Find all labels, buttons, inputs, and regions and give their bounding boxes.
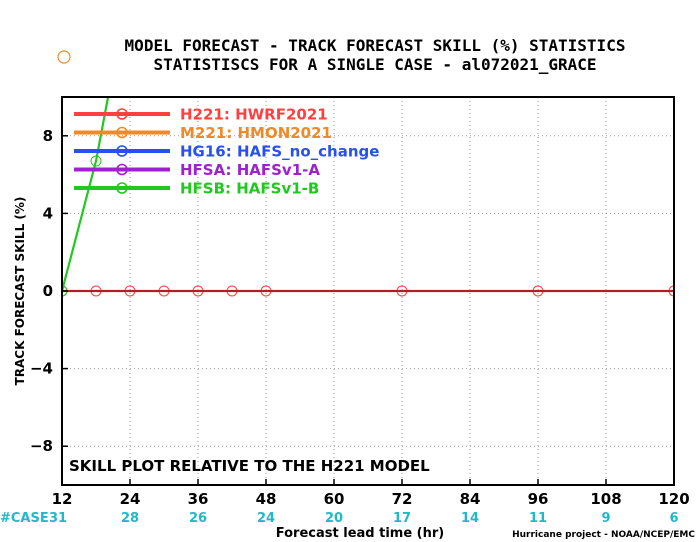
- case-count-value: 28: [121, 511, 139, 526]
- y-axis-label: TRACK FORECAST SKILL (%): [13, 197, 27, 386]
- legend-entry-label: M221: HMON2021: [180, 124, 332, 142]
- legend-entry-label: HFSB: HAFSv1-B: [180, 180, 319, 198]
- legend-swatch-marker: [116, 182, 128, 194]
- series-line: [62, 97, 110, 292]
- case-count-label: #CASE: [0, 511, 49, 526]
- y-tick-label: 0: [43, 282, 53, 300]
- case-count-value: 9: [601, 511, 610, 526]
- plot-area: [61, 96, 675, 486]
- legend-swatch-marker: [116, 126, 128, 139]
- case-count-value: 11: [529, 511, 547, 526]
- y-tick-label: 4: [43, 204, 53, 222]
- chart-title-line-2: STATISTISCS FOR A SINGLE CASE - al072021…: [153, 55, 596, 74]
- legend-entry-label: HFSA: HAFSv1-A: [180, 161, 320, 179]
- case-count-value: 6: [669, 511, 678, 526]
- x-tick-label: 72: [392, 490, 413, 508]
- legend-entry-label: H221: HWRF2021: [180, 106, 328, 124]
- series-layer: [62, 97, 674, 297]
- x-axis-label: Forecast lead time (hr): [276, 526, 444, 541]
- legend-swatch-marker: [116, 108, 128, 120]
- x-tick-label: 48: [256, 490, 277, 508]
- x-tick-label: 120: [658, 490, 689, 508]
- case-count-value: 26: [189, 511, 207, 526]
- case-count-value: 31: [49, 511, 67, 526]
- x-tick-label: 12: [52, 490, 73, 508]
- x-tick-label: 24: [120, 490, 141, 508]
- legend-swatch-marker: [116, 163, 128, 176]
- grid-lines: [62, 97, 674, 485]
- x-tick-label: 84: [460, 490, 481, 508]
- case-count-value: 20: [325, 511, 343, 526]
- skill-annotation: SKILL PLOT RELATIVE TO THE H221 MODEL: [69, 457, 430, 475]
- y-tick-label: −4: [30, 360, 53, 378]
- data-point: [90, 155, 102, 167]
- credit-text: Hurricane project - NOAA/NCEP/EMC: [512, 530, 695, 540]
- case-count-value: 24: [257, 511, 275, 526]
- x-tick-label: 108: [590, 490, 621, 508]
- chart-title-line-1: MODEL FORECAST - TRACK FORECAST SKILL (%…: [125, 36, 626, 55]
- case-count-row: #CASE 31 28 26 24 20 17 14 11 9 6: [0, 511, 679, 526]
- y-axis: −8 −4 0 4 8: [30, 127, 68, 455]
- y-tick-label: 8: [43, 127, 53, 145]
- x-tick-label: 60: [324, 490, 345, 508]
- title-marker-icon: [57, 50, 71, 64]
- title-group: MODEL FORECAST - TRACK FORECAST SKILL (%…: [57, 36, 626, 74]
- case-count-value: 17: [393, 511, 411, 526]
- x-tick-label: 36: [188, 490, 209, 508]
- case-count-value: 14: [461, 511, 479, 526]
- x-axis: 12 24 36 48 60 72 84 96 108 120: [52, 479, 690, 508]
- x-tick-label: 96: [528, 490, 549, 508]
- y-tick-label: −8: [30, 437, 53, 455]
- legend-swatch-marker: [116, 145, 128, 157]
- legend-entry-label: HG16: HAFS_no_change: [180, 143, 379, 161]
